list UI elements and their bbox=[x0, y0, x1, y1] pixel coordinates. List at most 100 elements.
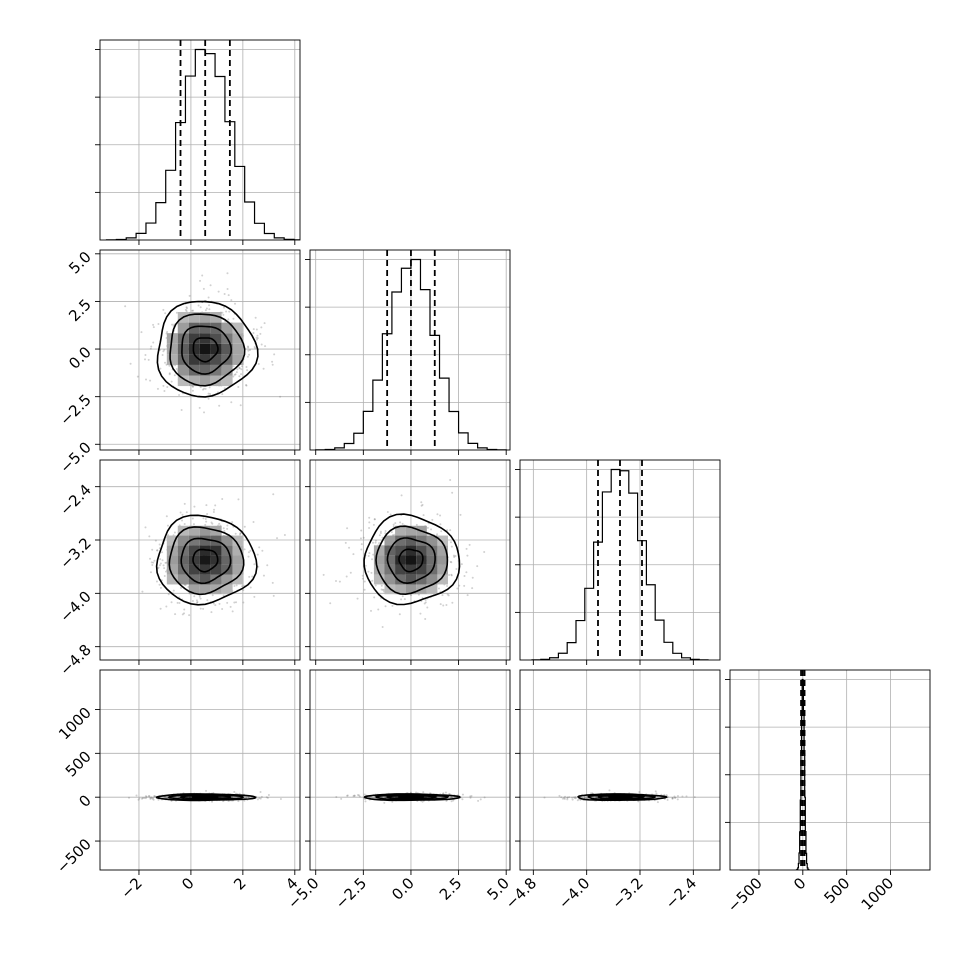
scatter-point bbox=[655, 792, 658, 795]
density-cell bbox=[210, 375, 222, 387]
scatter-point bbox=[363, 793, 366, 796]
scatter-point bbox=[656, 801, 659, 804]
scatter-point bbox=[247, 796, 250, 799]
scatter-point bbox=[469, 796, 472, 799]
scatter-point bbox=[260, 795, 263, 798]
scatter-point bbox=[253, 345, 256, 348]
y-tick-label: 2.5 bbox=[65, 296, 95, 326]
scatter-point bbox=[364, 800, 367, 803]
scatter-point bbox=[361, 574, 364, 577]
scatter-point bbox=[381, 588, 384, 591]
scatter-point bbox=[455, 567, 458, 570]
scatter-point bbox=[256, 798, 259, 801]
scatter-point bbox=[203, 411, 206, 414]
scatter-point bbox=[153, 794, 156, 797]
panel-frame bbox=[99, 669, 301, 871]
scatter-point bbox=[178, 601, 181, 604]
scatter-point bbox=[159, 586, 162, 589]
scatter-point bbox=[483, 796, 486, 799]
scatter-point bbox=[166, 524, 169, 527]
scatter-point bbox=[393, 533, 396, 536]
scatter-point bbox=[210, 521, 213, 524]
scatter-point bbox=[583, 796, 586, 799]
scatter-point bbox=[259, 332, 262, 335]
scatter-point bbox=[204, 517, 207, 520]
y-tick-label: 0 bbox=[75, 791, 94, 810]
x-tick-label: 2 bbox=[230, 874, 249, 893]
scatter-point bbox=[564, 795, 567, 798]
scatter-point bbox=[358, 794, 361, 797]
scatter-point bbox=[265, 796, 268, 799]
scatter-point bbox=[240, 368, 243, 371]
panel-frame bbox=[519, 459, 721, 661]
scatter-point bbox=[424, 618, 427, 621]
scatter-point bbox=[361, 577, 364, 580]
scatter-point bbox=[450, 574, 453, 577]
scatter-point bbox=[437, 587, 440, 590]
density-cell bbox=[405, 525, 417, 536]
scatter-point bbox=[164, 796, 167, 799]
scatter-point bbox=[262, 574, 265, 577]
scatter-point bbox=[249, 586, 252, 589]
scatter-point bbox=[229, 605, 232, 608]
scatter-point bbox=[589, 792, 592, 795]
scatter-point bbox=[196, 601, 199, 604]
density-cell bbox=[395, 564, 406, 575]
scatter-point bbox=[254, 347, 257, 350]
density-cell bbox=[416, 545, 427, 556]
scatter-point bbox=[356, 597, 359, 600]
scatter-point bbox=[245, 796, 248, 799]
scatter-point bbox=[426, 526, 429, 529]
scatter-clip-group bbox=[141, 493, 286, 617]
scatter-point bbox=[202, 287, 205, 290]
density-cell bbox=[199, 584, 211, 595]
scatter-point bbox=[236, 368, 239, 371]
scatter-point bbox=[257, 565, 260, 568]
scatter-point bbox=[223, 292, 226, 295]
scatter-point bbox=[563, 797, 566, 800]
scatter-point bbox=[180, 586, 183, 589]
scatter-point bbox=[574, 797, 577, 800]
scatter-point bbox=[431, 518, 434, 521]
scatter-point bbox=[329, 602, 332, 605]
x-tick-label: 500 bbox=[821, 874, 854, 907]
density-cell bbox=[188, 375, 200, 387]
scatter-point bbox=[143, 797, 146, 800]
panel-frame bbox=[519, 669, 721, 871]
density-cell bbox=[395, 525, 406, 536]
scatter-point bbox=[363, 580, 366, 583]
scatter-point bbox=[234, 373, 237, 376]
scatter-point bbox=[247, 349, 250, 352]
density-cell bbox=[188, 343, 200, 355]
scatter-point bbox=[261, 549, 264, 552]
scatter-point bbox=[415, 791, 418, 794]
scatter-point bbox=[226, 601, 229, 604]
density-cell bbox=[166, 574, 178, 585]
scatter-point bbox=[470, 795, 473, 798]
scatter-point bbox=[685, 795, 688, 798]
scatter-point bbox=[450, 561, 453, 564]
scatter-point bbox=[237, 498, 240, 501]
scatter-point bbox=[205, 789, 208, 792]
density-cell bbox=[232, 333, 244, 344]
histogram-clip-group bbox=[531, 460, 709, 660]
scatter-point bbox=[279, 798, 282, 801]
scatter-point bbox=[422, 791, 425, 794]
scatter-point bbox=[148, 535, 151, 538]
scatter-point bbox=[272, 493, 275, 496]
scatter-point bbox=[191, 309, 194, 312]
x-tick-label: −500 bbox=[724, 874, 766, 916]
scatter-point bbox=[143, 358, 146, 361]
density-cell bbox=[177, 574, 189, 585]
scatter-point bbox=[234, 302, 237, 305]
contour-line bbox=[597, 794, 646, 800]
scatter-point bbox=[368, 521, 371, 524]
scatter-point bbox=[283, 533, 286, 536]
scatter-point bbox=[222, 313, 225, 316]
scatter-point bbox=[583, 796, 586, 799]
scatter-point bbox=[178, 394, 181, 397]
scatter-point bbox=[173, 531, 176, 534]
density-cell bbox=[426, 535, 438, 546]
scatter-point bbox=[465, 547, 468, 550]
